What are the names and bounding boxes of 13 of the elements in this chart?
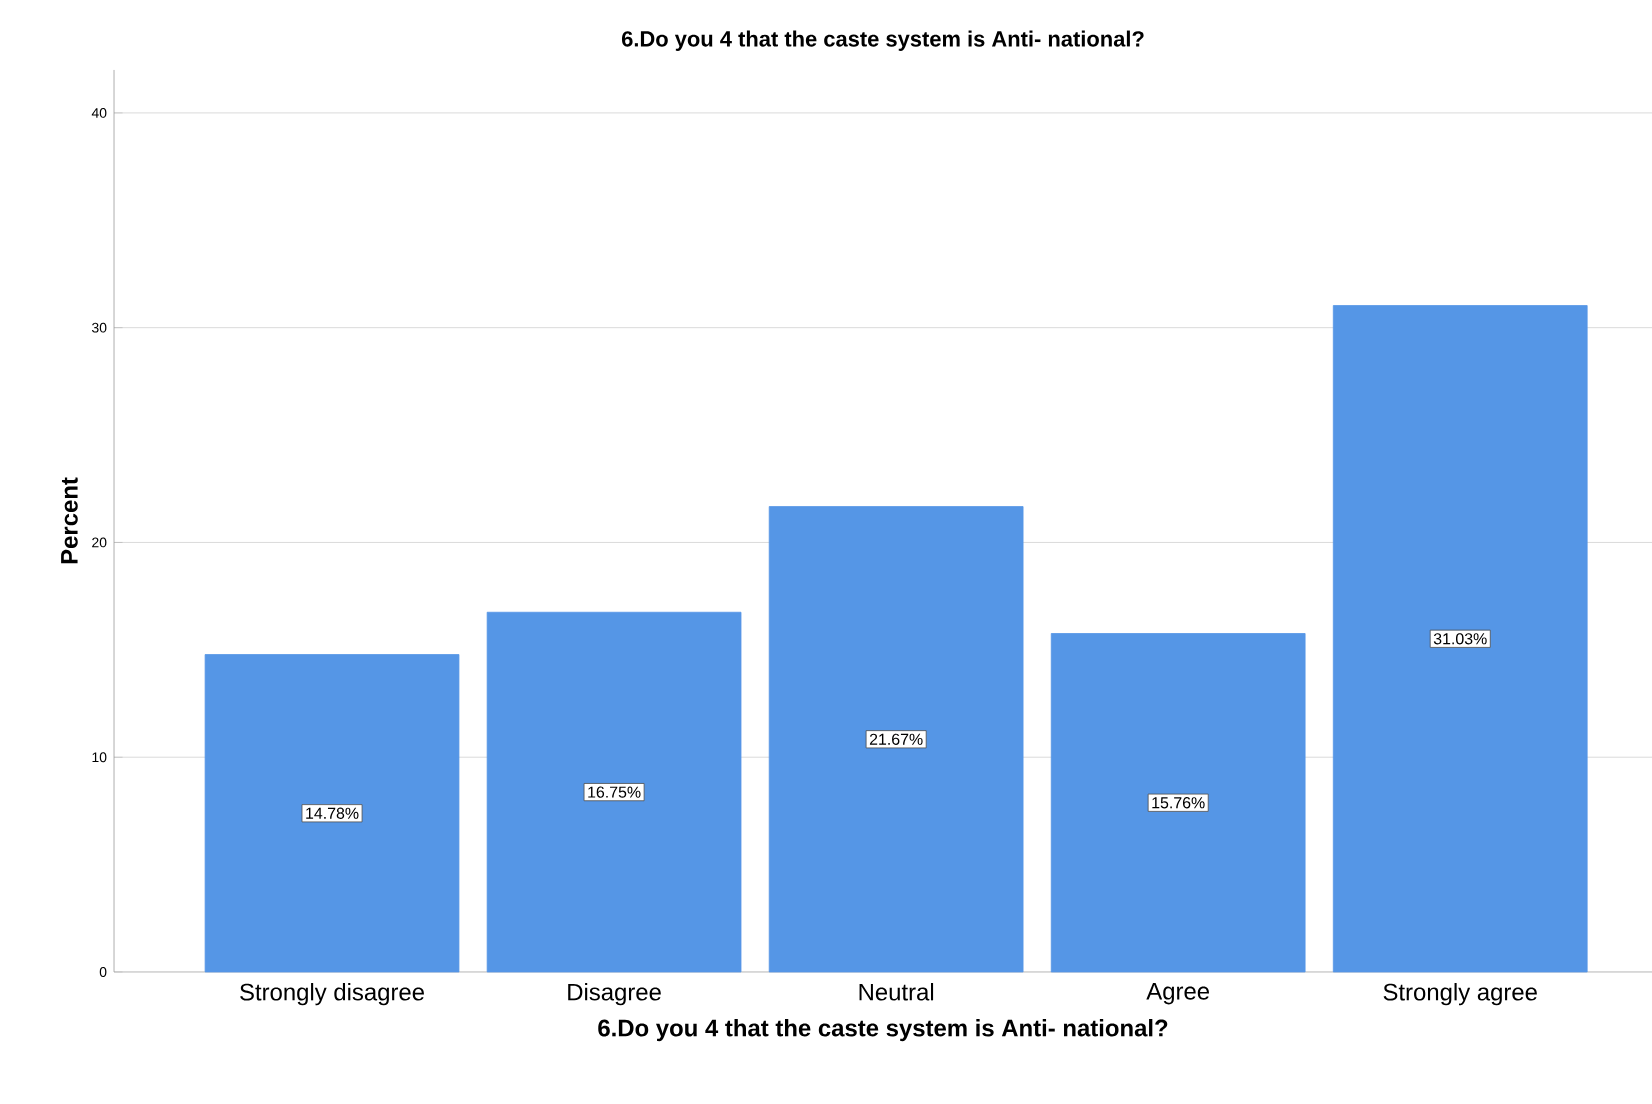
bar: [486, 611, 742, 973]
x-tick-label: Strongly disagree: [240, 983, 424, 1006]
x-tick-label: Disagree: [568, 983, 661, 1006]
x-tick-label: Agree: [1146, 983, 1209, 1005]
bar: [1332, 305, 1588, 973]
bar: [204, 654, 460, 973]
x-tick-label: Neutral: [859, 983, 934, 1001]
x-tick-label: Strongly agree: [1383, 983, 1537, 1006]
chart-title: 6.Do you 4 that the caste system is Anti- national?: [621, 30, 1144, 51]
x-axis-title: 6.Do you 4 that the caste system is Anti- national?: [598, 1018, 1168, 1042]
bar: [1050, 633, 1306, 973]
y-axis-title: Percent: [61, 477, 78, 564]
bar: [768, 506, 1024, 973]
